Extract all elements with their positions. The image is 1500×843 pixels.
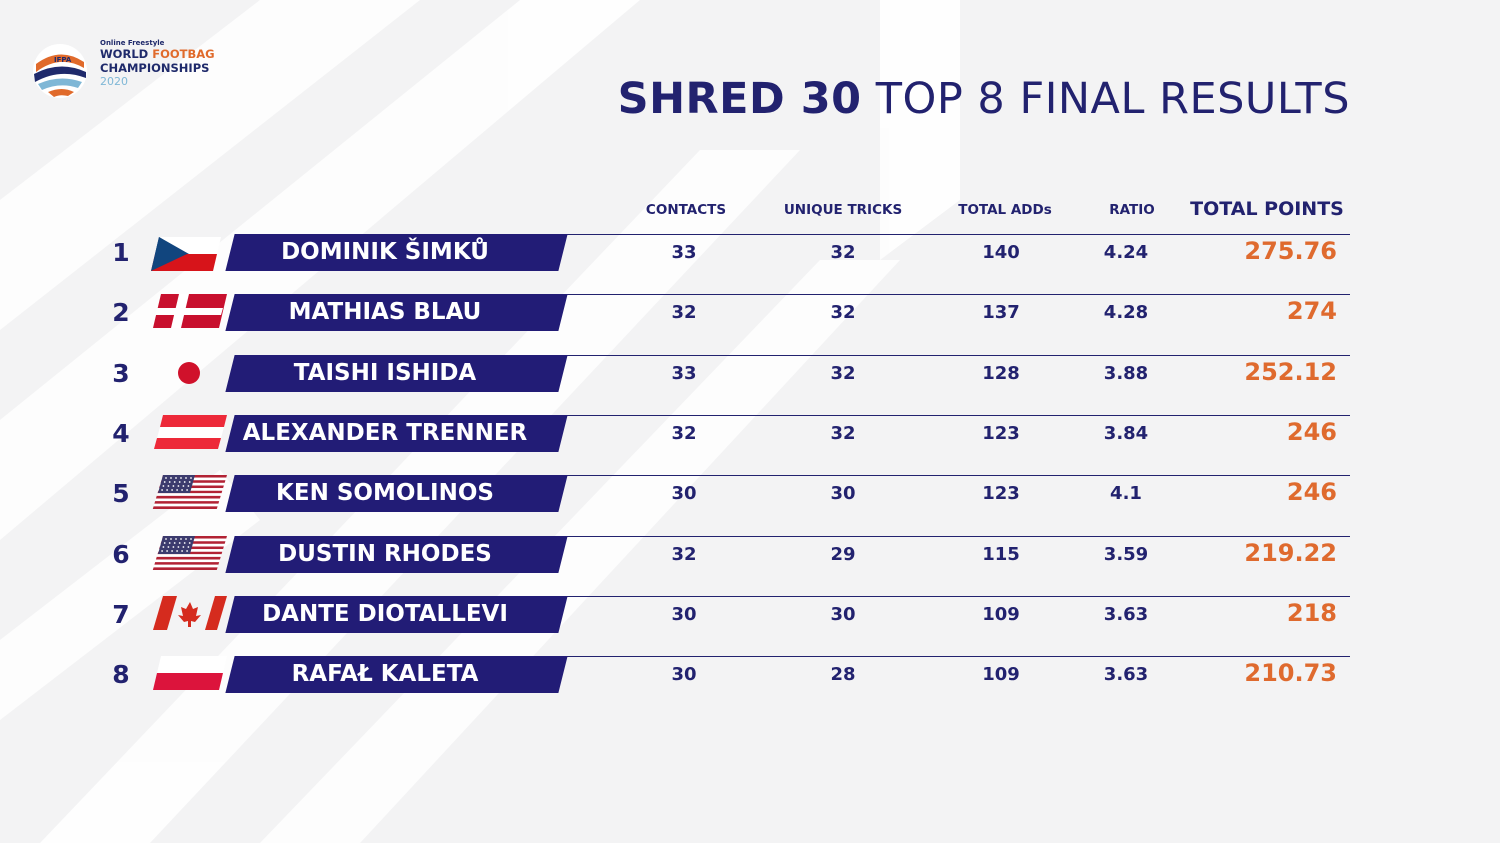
total-points-value: 252.12 (1244, 357, 1337, 386)
rank: 3 (112, 358, 130, 388)
header-unique-tricks: UNIQUE TRICKS (783, 202, 903, 218)
total-adds-value: 140 (982, 242, 1020, 263)
ratio-value: 3.63 (1103, 603, 1149, 625)
total-adds-value: 115 (982, 543, 1020, 565)
column-headers: CONTACTS UNIQUE TRICKS TOTAL ADDs RATIO … (0, 198, 1500, 222)
japan-flag-icon (178, 361, 200, 384)
ratio-value: 4.1 (1110, 483, 1142, 505)
row-divider (565, 535, 1350, 537)
total-adds-value: 109 (982, 664, 1020, 686)
row-divider (565, 656, 1350, 658)
czech-flag-icon (151, 237, 221, 271)
contacts-value: 33 (671, 242, 697, 263)
player-name: TAISHI ISHIDA (293, 359, 477, 386)
austria-flag-icon (154, 414, 227, 449)
page-title: SHRED 30 TOP 8 FINAL RESULTS (617, 74, 1350, 124)
player-name: DOMINIK ŠIMKŮ (281, 239, 489, 265)
total-points-value: 246 (1286, 417, 1337, 446)
total-adds-value: 137 (982, 302, 1020, 324)
unique-tricks-value: 28 (830, 664, 856, 686)
table-row: 8 RAFAŁ KALETA 30 28 109 3.63 210.73 (0, 656, 1500, 716)
contacts-value: 32 (671, 302, 697, 324)
logo-line-2: CHAMPIONSHIPS (100, 61, 210, 75)
total-adds-value: 123 (982, 422, 1020, 444)
header-total-points: TOTAL POINTS (1190, 198, 1344, 220)
total-adds-value: 123 (982, 483, 1020, 505)
logo-subtitle: Online Freestyle (100, 39, 165, 47)
row-divider (565, 414, 1350, 416)
total-points-value: 210.73 (1244, 659, 1337, 688)
total-points-value: 219.22 (1244, 538, 1337, 567)
unique-tricks-value: 30 (830, 483, 856, 505)
unique-tricks-value: 32 (830, 422, 856, 444)
logo-year: 2020 (100, 75, 128, 88)
row-divider (565, 475, 1350, 477)
total-points-value: 218 (1286, 598, 1337, 627)
contacts-value: 30 (671, 603, 697, 625)
table-row: 2 MATHIAS BLAU 32 32 137 4.28 274 (0, 294, 1500, 354)
player-name: DUSTIN RHODES (278, 540, 492, 567)
svg-text:IFPA: IFPA (54, 56, 72, 64)
unique-tricks-value: 29 (830, 543, 856, 565)
unique-tricks-value: 32 (830, 362, 856, 384)
rank: 8 (112, 660, 130, 690)
player-name: DANTE DIOTALLEVI (262, 600, 508, 627)
unique-tricks-value: 30 (830, 603, 856, 625)
rank: 2 (112, 298, 130, 328)
rank: 1 (112, 238, 130, 267)
total-adds-value: 109 (982, 603, 1020, 625)
total-points-value: 275.76 (1244, 237, 1337, 265)
contacts-value: 30 (671, 664, 697, 686)
rank: 4 (112, 418, 130, 448)
header-ratio: RATIO (1109, 202, 1155, 218)
total-points-value: 246 (1286, 478, 1337, 507)
contacts-value: 32 (671, 543, 697, 565)
player-name: KEN SOMOLINOS (276, 480, 494, 507)
player-name: MATHIAS BLAU (288, 299, 482, 326)
canada-flag-icon (153, 595, 227, 630)
row-divider (565, 354, 1350, 356)
footbag-logo-icon: IFPA (33, 44, 87, 98)
contacts-value: 30 (671, 483, 697, 505)
contacts-value: 32 (671, 422, 697, 444)
table-row: 6 DUSTIN RHODES 32 29 115 3.59 219.22 (0, 535, 1500, 596)
ratio-value: 3.63 (1103, 664, 1149, 686)
unique-tricks-value: 32 (830, 242, 856, 263)
total-adds-value: 128 (982, 362, 1020, 384)
rank: 6 (112, 539, 130, 569)
table-row: 3 TAISHI ISHIDA 33 32 128 3.88 252.12 (0, 354, 1500, 415)
poland-flag-icon (153, 656, 227, 691)
row-divider (565, 294, 1350, 296)
ratio-value: 4.28 (1103, 302, 1149, 324)
ratio-value: 3.88 (1103, 362, 1149, 384)
header-total-adds: TOTAL ADDs (958, 202, 1052, 218)
contacts-value: 33 (671, 362, 697, 384)
header-contacts: CONTACTS (645, 202, 727, 218)
usa-flag-icon (152, 475, 227, 510)
player-name: ALEXANDER TRENNER (242, 419, 528, 446)
logo-line-1: WORLD FOOTBAG (100, 47, 215, 61)
rank: 7 (112, 599, 130, 629)
rank: 5 (112, 479, 130, 509)
denmark-flag-icon (153, 294, 227, 329)
table-row: 1 DOMINIK ŠIMKŮ 33 32 140 4.24 275.76 (0, 234, 1500, 294)
row-divider (565, 234, 1350, 235)
player-name: RAFAŁ KALETA (291, 661, 479, 688)
row-divider (565, 595, 1350, 597)
championship-logo: IFPA Online Freestyle WORLD FOOTBAG CHAM… (30, 38, 230, 102)
ratio-value: 3.59 (1103, 543, 1149, 565)
table-row: 4 ALEXANDER TRENNER 32 32 123 3.84 246 (0, 414, 1500, 475)
ratio-value: 4.24 (1103, 242, 1149, 263)
table-row: 5 KEN SOMOLINOS 30 30 123 4.1 246 (0, 475, 1500, 535)
unique-tricks-value: 32 (830, 302, 856, 324)
table-row: 7 DANTE DIOTALLEVI 30 30 109 3.63 218 (0, 595, 1500, 656)
total-points-value: 274 (1286, 297, 1337, 326)
usa-flag-icon (152, 535, 227, 570)
ratio-value: 3.84 (1103, 422, 1149, 444)
